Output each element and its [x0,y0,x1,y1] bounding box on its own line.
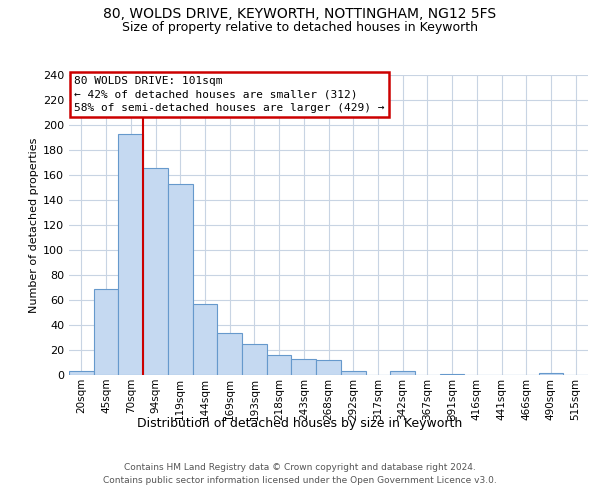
Text: Size of property relative to detached houses in Keyworth: Size of property relative to detached ho… [122,21,478,34]
Bar [69,371,94,375]
Text: 80 WOLDS DRIVE: 101sqm
← 42% of detached houses are smaller (312)
58% of semi-de: 80 WOLDS DRIVE: 101sqm ← 42% of detached… [74,76,385,113]
Bar [440,374,464,375]
Y-axis label: Number of detached properties: Number of detached properties [29,138,39,312]
Bar [193,304,217,375]
Bar [316,360,341,375]
Bar [341,371,365,375]
Bar [94,289,118,375]
Bar [267,355,292,375]
Text: Distribution of detached houses by size in Keyworth: Distribution of detached houses by size … [137,418,463,430]
Bar [217,332,242,375]
Text: Contains public sector information licensed under the Open Government Licence v3: Contains public sector information licen… [103,476,497,485]
Bar [118,134,143,375]
Bar [168,184,193,375]
Bar [242,344,267,375]
Bar [539,372,563,375]
Bar [292,359,316,375]
Text: Contains HM Land Registry data © Crown copyright and database right 2024.: Contains HM Land Registry data © Crown c… [124,462,476,471]
Text: 80, WOLDS DRIVE, KEYWORTH, NOTTINGHAM, NG12 5FS: 80, WOLDS DRIVE, KEYWORTH, NOTTINGHAM, N… [103,8,497,22]
Bar [390,371,415,375]
Bar [143,168,168,375]
